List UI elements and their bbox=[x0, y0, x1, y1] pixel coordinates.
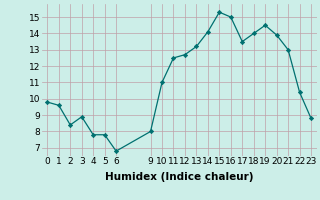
X-axis label: Humidex (Indice chaleur): Humidex (Indice chaleur) bbox=[105, 172, 253, 182]
